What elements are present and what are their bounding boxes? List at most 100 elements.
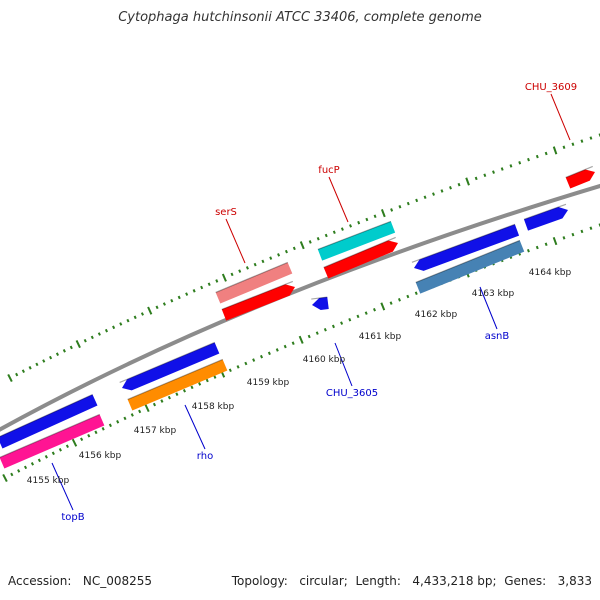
gene-label-sers[interactable]: serS <box>215 207 237 218</box>
gene-asnb[interactable] <box>415 240 525 294</box>
gene-unlabeled[interactable] <box>414 224 520 271</box>
tick-mark <box>101 427 105 431</box>
tick-mark <box>398 204 402 209</box>
tick-mark <box>71 438 78 447</box>
tick-mark <box>315 331 319 335</box>
tick-mark <box>123 416 127 421</box>
tick-mark <box>42 359 46 363</box>
gene-shadow <box>415 239 520 283</box>
tick-mark <box>17 469 21 473</box>
tick-mark <box>140 312 144 316</box>
tick-mark <box>483 173 487 178</box>
gene-unlabeled[interactable] <box>221 284 295 321</box>
tick-mark <box>65 444 69 449</box>
scale-ticks <box>2 133 600 483</box>
tick-mark <box>340 321 344 325</box>
tick-mark <box>108 423 112 428</box>
tick-mark <box>332 230 336 235</box>
tick-mark <box>423 195 427 200</box>
gene-labels: topB rho CHU_3605 serS fucP asnB CHU_3609 <box>51 82 577 523</box>
tick-mark <box>87 433 91 438</box>
tick-mark <box>298 335 304 344</box>
gene-unlabeled[interactable] <box>0 394 98 449</box>
tick-mark <box>406 294 410 299</box>
tick-mark <box>562 145 566 150</box>
tick-mark <box>465 177 470 186</box>
gene-chu-3605[interactable] <box>312 297 329 310</box>
gene-rho[interactable] <box>127 359 228 411</box>
gene-label-chu-3609[interactable]: CHU_3609 <box>525 82 577 93</box>
tick-mark <box>94 430 98 435</box>
gene-label-topb[interactable]: topB <box>61 512 84 523</box>
tick-mark <box>492 170 495 174</box>
gene-shadow <box>119 341 215 384</box>
tick-mark <box>10 472 14 477</box>
tick-mark <box>544 151 548 156</box>
tick-mark <box>244 361 248 366</box>
label-leader-line <box>334 342 353 387</box>
tick-mark <box>259 354 264 359</box>
genes-value: 3,833 <box>557 574 592 588</box>
tick-mark <box>580 139 584 143</box>
tick-mark <box>170 298 174 303</box>
tick-mark <box>28 365 32 370</box>
label-leader-line <box>225 218 246 264</box>
gene-chu-3609[interactable] <box>565 169 595 189</box>
length-value: 4,433,218 bp <box>412 574 493 588</box>
gene-label-rho[interactable]: rho <box>197 451 213 462</box>
tick-mark <box>198 382 202 386</box>
tick-mark <box>116 420 120 424</box>
tick-mark <box>406 201 410 206</box>
length-label: Length: <box>355 574 401 588</box>
tick-mark <box>349 224 353 228</box>
tick-mark <box>177 295 181 300</box>
gene-sers[interactable] <box>215 262 293 304</box>
tick-mark <box>15 372 19 377</box>
tick-mark <box>167 395 171 400</box>
label-leader-line <box>184 404 206 450</box>
tick-mark <box>292 246 296 251</box>
gene-label-asnb[interactable]: asnB <box>485 331 510 342</box>
gene-topb[interactable] <box>0 414 105 469</box>
gene-label-chu-3605[interactable]: CHU_3605 <box>326 388 378 399</box>
gene-shadow <box>0 413 100 458</box>
tick-mark <box>373 214 377 219</box>
tick-mark <box>252 358 256 362</box>
accession-value: NC_008255 <box>82 574 153 588</box>
tick-mark <box>182 388 186 393</box>
tick-mark <box>277 253 281 257</box>
tick-mark <box>380 209 386 218</box>
tick-mark <box>552 236 558 246</box>
tick-mark <box>535 245 539 250</box>
tick-mark <box>299 241 305 250</box>
scale-label: 4156 kbp <box>79 451 122 461</box>
label-leader-line <box>328 176 349 223</box>
gene-unlabeled[interactable] <box>523 207 568 231</box>
gene-shadow <box>317 220 392 250</box>
tick-mark <box>238 269 242 273</box>
gene-unlabeled[interactable] <box>323 240 398 279</box>
tick-mark <box>356 314 360 319</box>
tick-mark <box>44 455 48 459</box>
label-leader-line <box>51 462 74 511</box>
accession-info: Accession: NC_008255 <box>8 574 152 588</box>
tick-mark <box>415 198 419 203</box>
tick-mark <box>474 176 478 181</box>
tick-mark <box>126 318 130 323</box>
gene-shadow <box>221 280 294 310</box>
gene-unlabeled[interactable] <box>122 342 220 391</box>
scale-labels: 4155 kbp 4156 kbp 4157 kbp 4158 kbp 4159 kbp… <box>27 268 572 486</box>
scale-label: 4155 kbp <box>27 476 70 486</box>
tick-mark <box>580 229 584 234</box>
tick-mark <box>364 311 368 315</box>
gene-label-fucp[interactable]: fucP <box>318 165 339 176</box>
inner-tick-arc <box>2 223 600 483</box>
gene-shadow <box>411 223 516 263</box>
gene-fucp[interactable] <box>317 221 396 261</box>
gene-shadow <box>523 203 567 220</box>
tick-mark <box>283 344 287 349</box>
label-leader-line <box>479 286 498 330</box>
tick-mark <box>284 249 288 254</box>
tick-mark <box>2 473 8 483</box>
